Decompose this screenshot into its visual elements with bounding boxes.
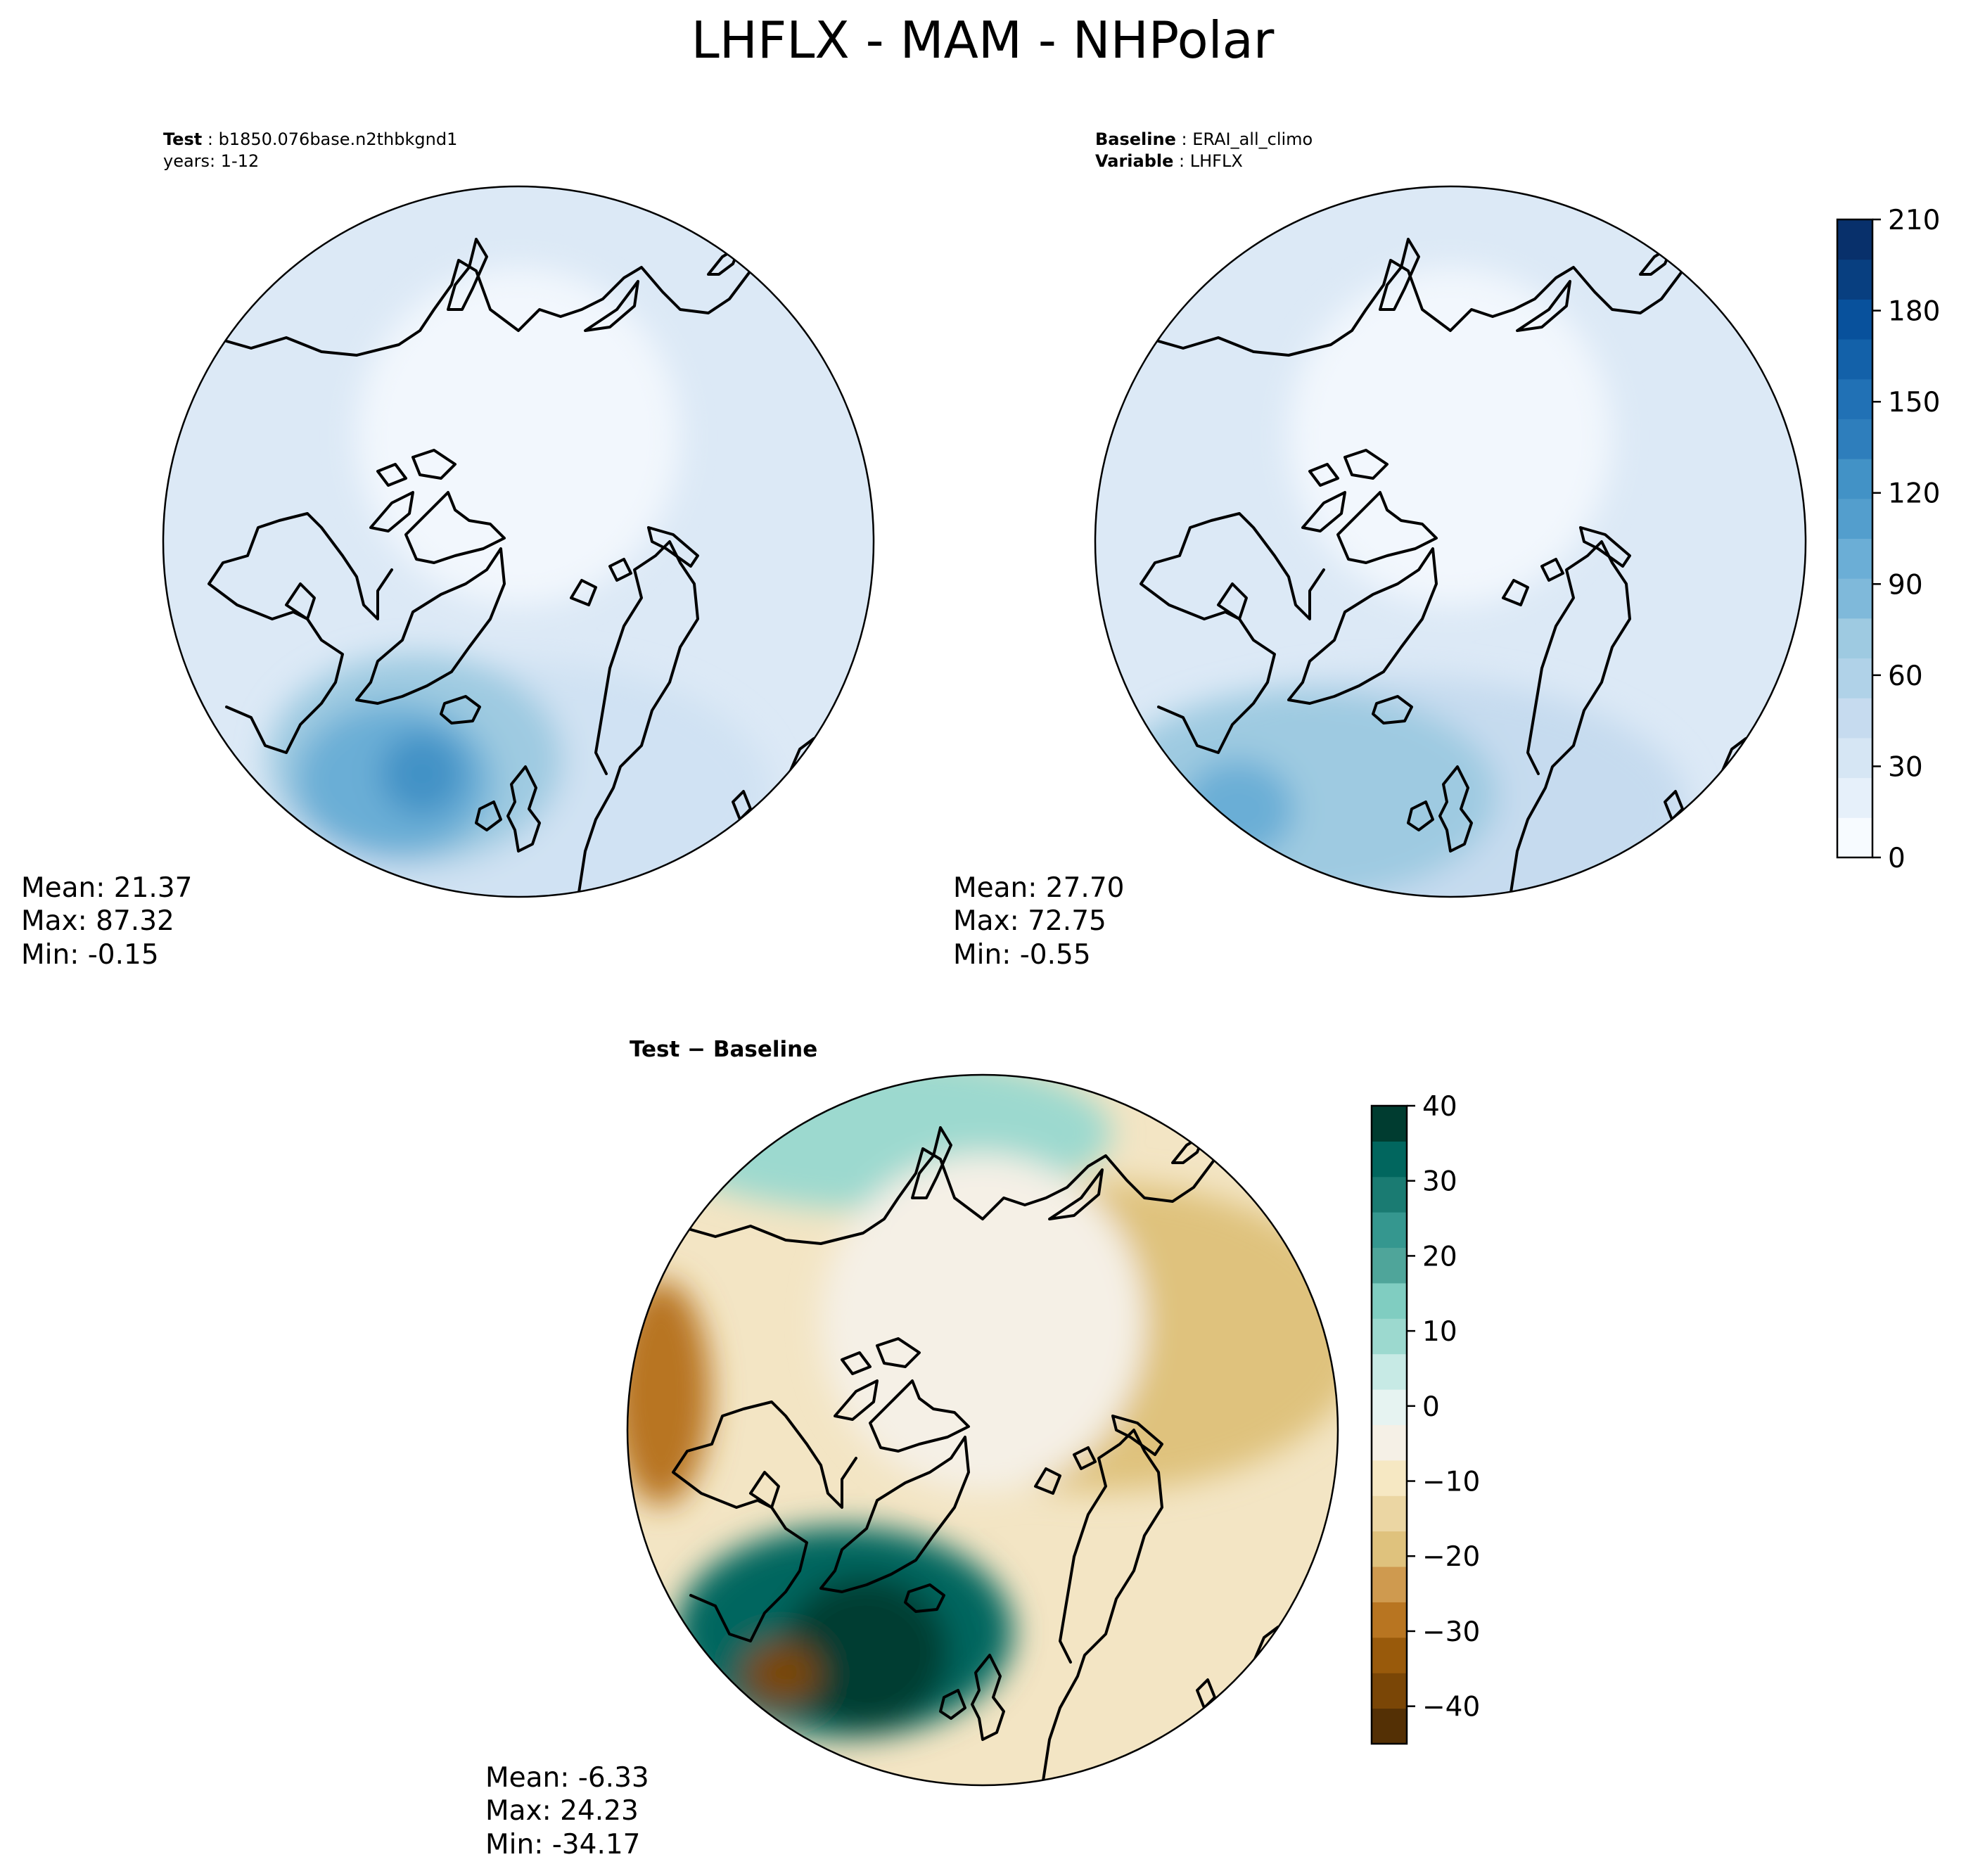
blues-colorbar-segment: [1837, 817, 1872, 858]
diff-panel: Test − Baseline Mean: -6.33 Max: 24.23 M…: [485, 1037, 1339, 1861]
baseline-panel: Baseline : ERAI_all_climo Variable : LHF…: [953, 129, 1807, 971]
diff-map: [627, 1075, 1338, 1785]
blues-colorbar-tick-label: 0: [1888, 843, 1906, 874]
figure-title: LHFLX - MAM - NHPolar: [691, 11, 1275, 70]
blues-colorbar-segment: [1837, 498, 1872, 539]
diff-min: Min: -34.17: [485, 1829, 640, 1861]
baseline-map: [1095, 186, 1806, 897]
test-max: Max: 87.32: [21, 905, 174, 937]
test-label: Test : b1850.076base.n2thbkgnd1: [163, 129, 457, 149]
diff-colorbar-segment: [1372, 1353, 1407, 1390]
diff-mean: Mean: -6.33: [485, 1762, 649, 1794]
baseline-map-outline: [1094, 185, 1807, 898]
blues-colorbar-segment: [1837, 777, 1872, 818]
diff-colorbar-segment: [1372, 1141, 1407, 1178]
diff-colorbar-tick-label: 30: [1422, 1166, 1457, 1198]
diff-colorbar-segment: [1372, 1176, 1407, 1213]
diff-colorbar-segment: [1372, 1247, 1407, 1284]
diff-colorbar-segment: [1372, 1708, 1407, 1744]
diff-colorbar: 40 30 20 10 0 −10 −20 −30 −40: [1370, 1091, 1480, 1745]
diff-colorbar-segment: [1372, 1282, 1407, 1319]
test-years: years: 1-12: [163, 151, 259, 171]
blues-colorbar-segment: [1837, 259, 1872, 300]
blues-colorbar-frame: [1836, 218, 1874, 859]
blues-colorbar-tick-label: 150: [1888, 387, 1940, 419]
blues-colorbar-segment: [1837, 339, 1872, 380]
test-min: Min: -0.15: [21, 939, 159, 971]
blues-colorbar-segment: [1837, 538, 1872, 579]
blues-colorbar-segment: [1837, 737, 1872, 779]
baseline-mean: Mean: 27.70: [953, 872, 1124, 904]
diff-colorbar-segment: [1372, 1106, 1407, 1142]
diff-colorbar-tick-label: −40: [1422, 1692, 1480, 1723]
diff-title: Test − Baseline: [630, 1037, 817, 1062]
blues-colorbar: 0 30 60 90 120 150 180 210: [1836, 205, 1940, 874]
blues-colorbar-segment: [1837, 618, 1872, 659]
test-map: [163, 186, 874, 897]
blues-colorbar-tick-label: 90: [1888, 569, 1923, 601]
blues-colorbar-tick-label: 30: [1888, 751, 1923, 783]
diff-colorbar-segment: [1372, 1495, 1407, 1532]
diff-colorbar-tick-label: 0: [1422, 1391, 1440, 1423]
blues-colorbar-segment: [1837, 698, 1872, 739]
diff-colorbar-segment: [1372, 1602, 1407, 1638]
blues-colorbar-segment: [1837, 378, 1872, 419]
test-map-outline: [162, 185, 875, 898]
blues-colorbar-segment: [1837, 299, 1872, 340]
diff-max: Max: 24.23: [485, 1795, 639, 1827]
diff-colorbar-frame: [1370, 1104, 1408, 1745]
diff-colorbar-segment: [1372, 1212, 1407, 1249]
baseline-min: Min: -0.55: [953, 939, 1091, 971]
diff-map-outline: [626, 1073, 1339, 1787]
blues-colorbar-tick-label: 60: [1888, 661, 1923, 692]
blues-colorbar-segment: [1837, 658, 1872, 698]
diff-colorbar-segment: [1372, 1460, 1407, 1496]
baseline-variable: Variable : LHFLX: [1095, 151, 1243, 171]
blues-colorbar-tick-label: 180: [1888, 296, 1940, 328]
test-map-field: [265, 267, 772, 897]
diff-colorbar-segment: [1372, 1637, 1407, 1673]
diff-colorbar-tick-label: 10: [1422, 1316, 1457, 1348]
diff-colorbar-tick-label: −30: [1422, 1616, 1480, 1648]
diff-colorbar-tick-label: −10: [1422, 1467, 1480, 1498]
diff-colorbar-tick-label: 20: [1422, 1241, 1457, 1272]
blues-colorbar-segment: [1837, 419, 1872, 459]
blues-colorbar-segment: [1837, 219, 1872, 260]
diff-colorbar-tick-label: 40: [1422, 1091, 1457, 1123]
diff-colorbar-segment: [1372, 1531, 1407, 1567]
diff-colorbar-segment: [1372, 1673, 1407, 1709]
blues-colorbar-segment: [1837, 578, 1872, 619]
blues-colorbar-segment: [1837, 459, 1872, 499]
baseline-label: Baseline : ERAI_all_climo: [1095, 129, 1313, 149]
diff-colorbar-segment: [1372, 1318, 1407, 1355]
diff-colorbar-tick-label: −20: [1422, 1541, 1480, 1573]
diff-colorbar-segment: [1372, 1566, 1407, 1602]
baseline-max: Max: 72.75: [953, 905, 1106, 937]
diff-colorbar-segment: [1372, 1424, 1407, 1461]
test-panel: Test : b1850.076base.n2thbkgnd1 years: 1…: [21, 129, 875, 971]
blues-colorbar-tick-label: 210: [1888, 205, 1940, 236]
test-mean: Mean: 21.37: [21, 872, 192, 904]
diff-colorbar-segment: [1372, 1389, 1407, 1425]
blues-colorbar-tick-label: 120: [1888, 478, 1940, 510]
